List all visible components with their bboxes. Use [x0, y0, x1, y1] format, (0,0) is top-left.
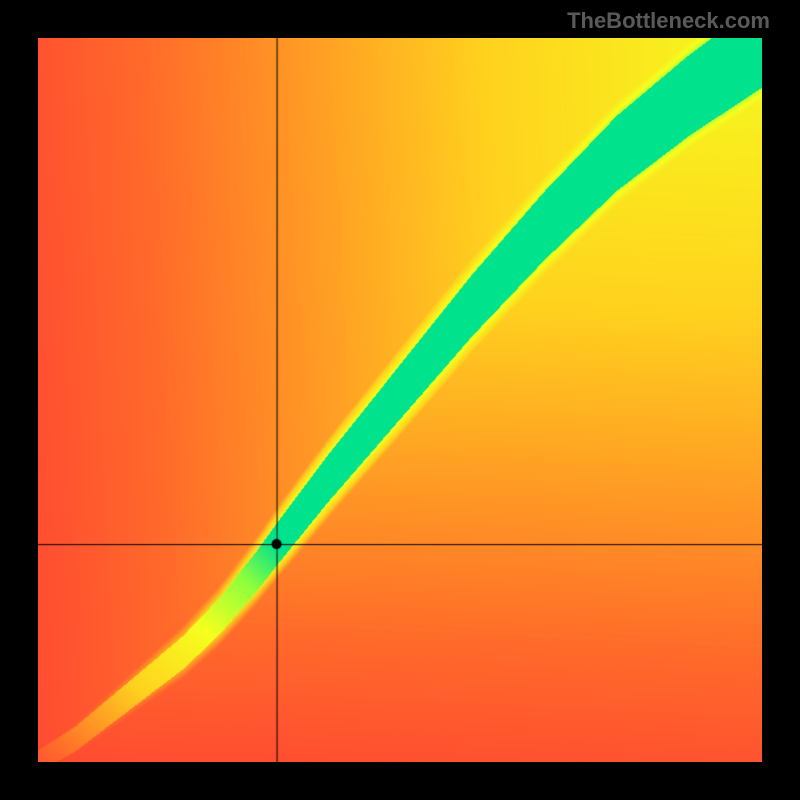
heatmap-canvas [38, 38, 762, 762]
watermark-text: TheBottleneck.com [567, 8, 770, 34]
chart-container: TheBottleneck.com [0, 0, 800, 800]
heatmap-area [38, 38, 762, 762]
